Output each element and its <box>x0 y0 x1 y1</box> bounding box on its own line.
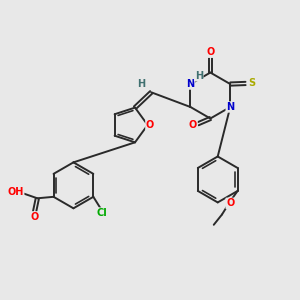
Text: N: N <box>186 79 194 89</box>
Text: Cl: Cl <box>97 208 107 218</box>
Text: O: O <box>189 120 197 130</box>
Text: OH: OH <box>8 187 24 196</box>
Text: O: O <box>226 198 234 208</box>
Text: H: H <box>195 71 203 81</box>
Text: S: S <box>248 79 255 88</box>
Text: O: O <box>206 47 214 57</box>
Text: O: O <box>146 120 154 130</box>
Text: N: N <box>226 102 234 112</box>
Text: O: O <box>30 212 38 222</box>
Text: H: H <box>137 79 145 89</box>
